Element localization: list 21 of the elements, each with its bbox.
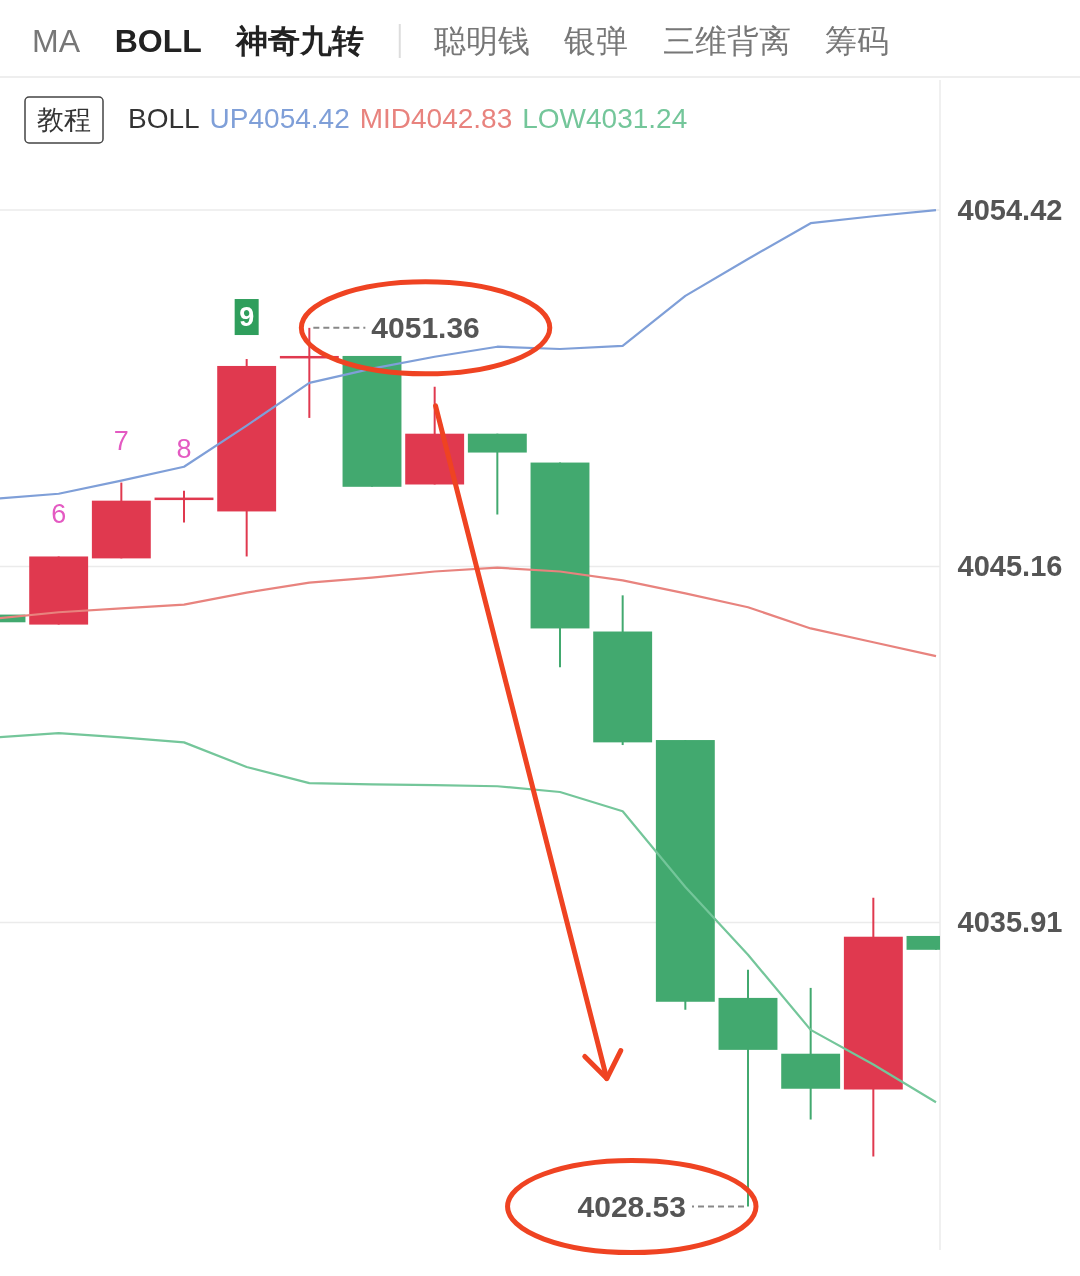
text: 神奇九转 [233, 23, 364, 59]
text: 三维背离 [662, 23, 791, 59]
text: MID4042.83 [359, 102, 513, 134]
text: 聪明钱 [433, 23, 530, 59]
y-tick-label: 4045.16 [957, 550, 1063, 583]
text: 银弹 [562, 23, 628, 59]
y-tick-label: 4054.42 [957, 194, 1063, 227]
text: 6 [51, 499, 67, 530]
annotation: 4028.53 [577, 1190, 686, 1224]
text: 8 [176, 433, 192, 464]
text: 9 [239, 302, 255, 333]
text: 筹码 [824, 23, 889, 59]
annotation: 4051.36 [371, 311, 480, 345]
text: BOLL [114, 23, 202, 59]
y-tick-label: 4035.91 [957, 906, 1063, 939]
text: MA [32, 23, 81, 59]
text: LOW4031.24 [522, 102, 688, 134]
text: UP4054.42 [209, 102, 350, 134]
annotation: 教程 [37, 105, 91, 135]
legend-title: BOLL [128, 102, 200, 134]
text: 7 [113, 425, 129, 456]
